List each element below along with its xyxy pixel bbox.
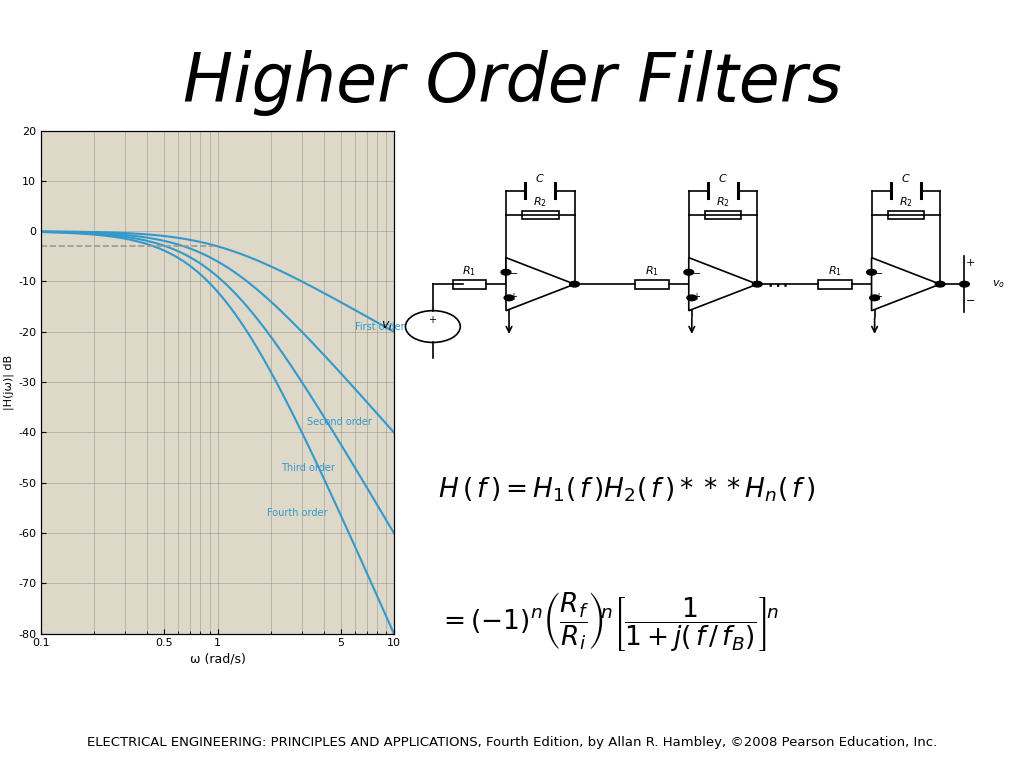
Text: Second order: Second order [307,417,372,427]
Text: $H\,(\,f\,) = H_1(\,f\,)H_2(\,f\,)***H_n(\,f\,)$: $H\,(\,f\,) = H_1(\,f\,)H_2(\,f\,)***H_n… [438,475,815,504]
Text: $= (-1)^n \left(\dfrac{R_f}{R_i}\right)^{\!\!n} \left[\dfrac{1}{1 + j(\,f\,/\,f_: $= (-1)^n \left(\dfrac{R_f}{R_i}\right)^… [438,591,779,654]
Text: $+$: $+$ [874,290,884,302]
Circle shape [935,281,945,287]
Text: $R_{2}$: $R_{2}$ [716,196,730,210]
Text: First order: First order [355,322,404,332]
Text: $+$: $+$ [428,314,437,325]
Circle shape [753,281,762,287]
Text: Third order: Third order [282,462,336,472]
Bar [705,211,741,219]
Bar [522,211,558,219]
Text: $-$: $-$ [509,267,518,277]
Circle shape [959,281,970,287]
Text: $+$: $+$ [509,290,518,302]
Text: $C$: $C$ [536,172,545,184]
Text: Fourth order: Fourth order [267,508,328,518]
Bar [818,280,852,289]
Polygon shape [506,258,574,310]
Circle shape [504,295,514,301]
Y-axis label: |H(jω)| dB: |H(jω)| dB [3,355,13,409]
Text: $-$: $-$ [874,267,884,277]
Text: $-$: $-$ [966,294,976,304]
Text: $R_{2}$: $R_{2}$ [534,196,547,210]
Circle shape [869,295,880,301]
Polygon shape [689,258,758,310]
Text: $R_{1}$: $R_{1}$ [645,264,659,278]
Text: $+$: $+$ [691,290,700,302]
Circle shape [569,281,580,287]
Text: Higher Order Filters: Higher Order Filters [182,50,842,116]
Bar [453,280,486,289]
Text: $R_{1}$: $R_{1}$ [828,264,842,278]
Text: $C$: $C$ [718,172,728,184]
Text: $-$: $-$ [691,267,700,277]
Bar [636,280,669,289]
Polygon shape [871,258,940,310]
Text: $v_i$: $v_i$ [382,320,393,333]
Text: ELECTRICAL ENGINEERING: PRINCIPLES AND APPLICATIONS, Fourth Edition, by Allan R.: ELECTRICAL ENGINEERING: PRINCIPLES AND A… [87,736,937,749]
Circle shape [684,270,693,275]
Bar [888,211,924,219]
Text: $+$: $+$ [966,257,976,269]
Circle shape [866,270,877,275]
Text: $R_{2}$: $R_{2}$ [899,196,912,210]
Text: $R_{1}$: $R_{1}$ [463,264,476,278]
Text: $v_o$: $v_o$ [992,278,1005,290]
Text: $C$: $C$ [901,172,910,184]
Circle shape [501,270,511,275]
Circle shape [687,295,696,301]
Text: $\cdots$: $\cdots$ [766,274,787,294]
X-axis label: ω (rad/s): ω (rad/s) [189,653,246,666]
